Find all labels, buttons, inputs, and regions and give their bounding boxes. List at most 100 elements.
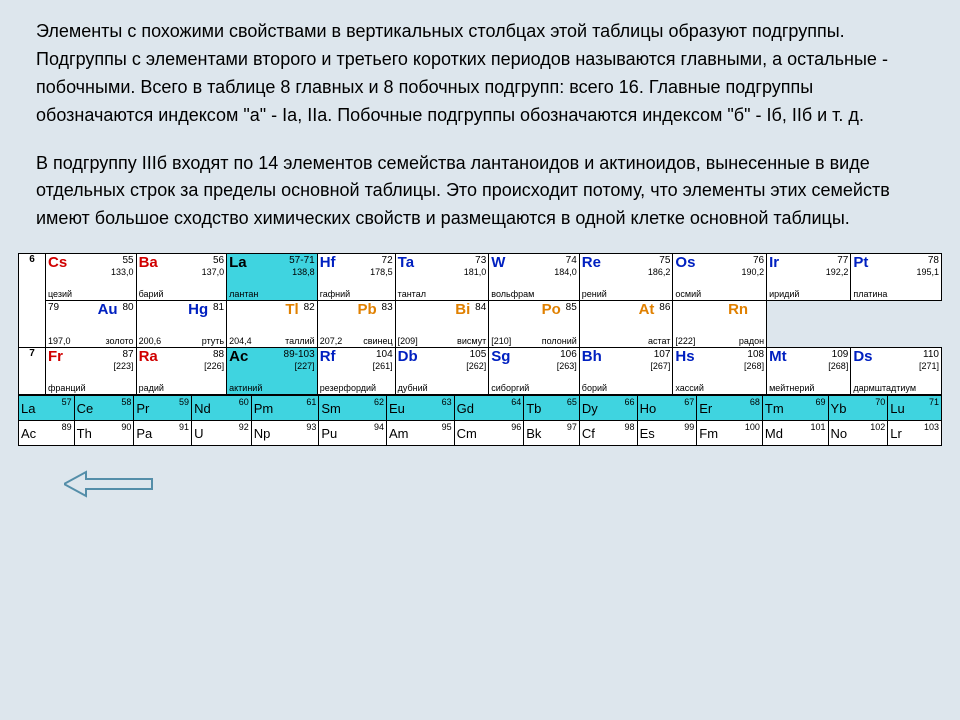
atomic-mass: [223] (114, 361, 134, 371)
atomic-number: 84 (475, 302, 486, 313)
element-symbol: Hs (675, 349, 694, 364)
element-name: висмут (457, 336, 486, 346)
element-name: платина (853, 289, 887, 299)
atomic-mass: 137,0 (202, 267, 225, 277)
element-cell: Os76190,2осмий (673, 254, 767, 301)
atomic-number: 69 (816, 397, 826, 407)
element-cell: Ds110[271]дармштадтиум (851, 348, 942, 395)
atomic-number: 85 (566, 302, 577, 313)
element-name: гафний (320, 289, 351, 299)
element-name: дармштадтиум (853, 383, 916, 393)
element-name: радон (739, 336, 764, 346)
la-cell: Lr103 (888, 421, 942, 446)
atomic-mass: 138,8 (292, 267, 315, 277)
la-cell: Ac 89 (19, 421, 75, 446)
row-period-7: 7 Fr87[223]франций Ra88[226]радий Ac89-1… (19, 348, 942, 395)
element-symbol: Ra (139, 349, 158, 364)
atomic-number: 70 (875, 397, 885, 407)
element-cell: Fr87[223]франций (46, 348, 137, 395)
atomic-number: 80 (122, 302, 133, 313)
element-symbol: Nd (194, 401, 211, 416)
element-cell: Po85[210]полоний (489, 301, 580, 348)
atomic-number: 90 (121, 422, 131, 432)
element-symbol: Am (389, 426, 409, 441)
atomic-number: 76 (753, 255, 764, 266)
element-symbol: Th (77, 426, 92, 441)
atomic-mass: [210] (491, 336, 511, 346)
la-cell: Sm62 (319, 396, 387, 421)
element-symbol: Au (98, 302, 118, 317)
element-symbol: Tl (285, 302, 298, 317)
element-symbol: Cs (48, 255, 67, 270)
atomic-mass: [262] (466, 361, 486, 371)
element-symbol: La (21, 401, 35, 416)
empty-cell (851, 301, 942, 348)
element-symbol: U (194, 426, 203, 441)
la-cell: Bk97 (524, 421, 580, 446)
la-cell: U92 (192, 421, 252, 446)
element-name: сиборгий (491, 383, 529, 393)
element-symbol: Bk (526, 426, 541, 441)
element-symbol: Ho (640, 401, 657, 416)
atomic-mass: 200,6 (139, 336, 162, 346)
element-cell: Tl82204,4таллий (227, 301, 318, 348)
element-name: резерфордий (320, 383, 376, 393)
period-label-7: 7 (19, 348, 46, 395)
atomic-number: 89 (62, 422, 72, 432)
atomic-number: 86 (659, 302, 670, 313)
atomic-mass: 204,4 (229, 336, 252, 346)
atomic-number: 72 (382, 255, 393, 266)
element-name: ртуть (202, 336, 224, 346)
la-cell: Gd64 (454, 396, 524, 421)
element-name: рений (582, 289, 607, 299)
element-symbol: Bh (582, 349, 602, 364)
element-symbol: Pt (853, 255, 868, 270)
atomic-mass: [227] (295, 361, 315, 371)
atomic-number: 78 (928, 255, 939, 266)
atomic-number: 60 (239, 397, 249, 407)
back-arrow[interactable] (64, 470, 924, 498)
atomic-mass: [261] (373, 361, 393, 371)
element-symbol: Es (640, 426, 655, 441)
element-cell: Bi84[209]висмут (395, 301, 489, 348)
element-cell: Rf104[261]резерфордий (317, 348, 395, 395)
element-symbol: Ds (853, 349, 872, 364)
element-cell: Re75186,2рений (579, 254, 673, 301)
atomic-number: 57-71 (289, 255, 315, 266)
atomic-number: 100 (745, 422, 760, 432)
atomic-number: 88 (213, 349, 224, 360)
atomic-mass: 184,0 (554, 267, 577, 277)
element-cell: Sg106[263]сиборгий (489, 348, 580, 395)
atomic-number: 64 (511, 397, 521, 407)
atomic-number: 75 (659, 255, 670, 266)
element-symbol: Db (398, 349, 418, 364)
element-cell: 79Au80197,0золото (46, 301, 137, 348)
element-symbol: Ac (229, 349, 248, 364)
atomic-mass: [209] (398, 336, 418, 346)
element-name: свинец (363, 336, 392, 346)
element-symbol: Er (699, 401, 712, 416)
element-symbol: Yb (831, 401, 847, 416)
element-symbol: Ta (398, 255, 414, 270)
element-name: радий (139, 383, 164, 393)
paragraph-1: Элементы с похожими свойствами в вертика… (36, 18, 924, 130)
element-name: таллий (285, 336, 315, 346)
element-symbol: Rf (320, 349, 336, 364)
lanthanide-actinide-table: La57Ce58Pr59Nd60Pm61Sm62Eu63Gd64Tb65Dy66… (18, 395, 942, 446)
element-symbol: Ac (21, 426, 36, 441)
element-symbol: Pr (136, 401, 149, 416)
element-cell: Ba56137,0барий (136, 254, 227, 301)
empty-cell (767, 301, 851, 348)
row-period-6b: 79Au80197,0золото Hg81200,6ртуть Tl82204… (19, 301, 942, 348)
atomic-number: 57 (62, 397, 72, 407)
element-symbol: Pm (254, 401, 274, 416)
atomic-number: 56 (213, 255, 224, 266)
element-symbol: No (831, 426, 848, 441)
atomic-number: 110 (923, 349, 939, 360)
element-symbol: Cm (457, 426, 477, 441)
atomic-number: 87 (122, 349, 133, 360)
atomic-number: 59 (179, 397, 189, 407)
atomic-mass: [226] (204, 361, 224, 371)
element-name: астат (648, 336, 670, 346)
atomic-number: 74 (566, 255, 577, 266)
